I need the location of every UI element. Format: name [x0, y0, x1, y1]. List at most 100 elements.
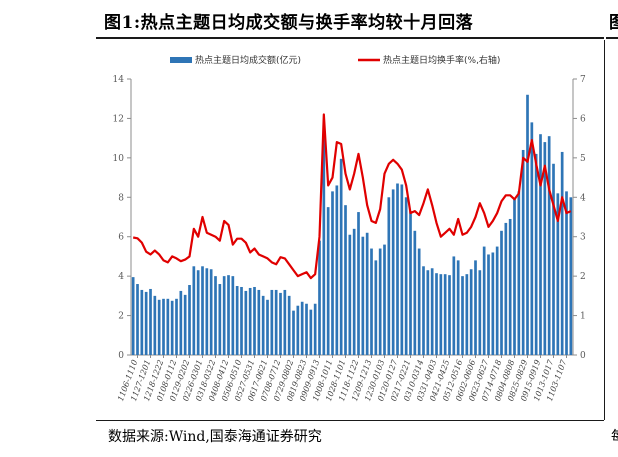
- turnover-bar: [248, 287, 252, 355]
- turnover-rate-line: [132, 113, 572, 280]
- turnover-chart: 热点主题日均成交额(亿元) 热点主题日均换手率(%,右轴) 0246810121…: [113, 54, 586, 402]
- turnover-bar: [296, 305, 300, 355]
- turnover-bar: [517, 191, 521, 355]
- turnover-bar: [214, 276, 217, 355]
- turnover-bar: [175, 298, 178, 355]
- turnover-bar: [279, 292, 282, 355]
- turnover-bar: [231, 276, 235, 355]
- right-tick-label: 0: [580, 351, 586, 361]
- legend-bar-label: 热点主题日均成交额(亿元): [195, 54, 301, 66]
- turnover-bar: [556, 193, 560, 355]
- turnover-bar: [534, 153, 538, 355]
- turnover-bar: [474, 260, 477, 355]
- turnover-bar: [383, 244, 386, 355]
- right-tick-label: 2: [580, 272, 586, 282]
- turnover-bar: [430, 268, 434, 355]
- turnover-bar: [469, 269, 473, 355]
- turnover-bar: [144, 291, 148, 355]
- turnover-bar: [357, 212, 360, 355]
- turnover-bar: [179, 290, 183, 355]
- turnover-bar: [326, 207, 330, 355]
- turnover-bar: [136, 284, 139, 355]
- turnover-bar: [170, 300, 174, 355]
- turnover-bar: [565, 191, 568, 355]
- turnover-bar: [504, 222, 508, 355]
- turnover-bar: [305, 303, 308, 355]
- turnover-bar: [274, 289, 278, 355]
- turnover-bar: [400, 184, 404, 355]
- figure-bottom-rule: [96, 420, 604, 421]
- turnover-bar: [292, 310, 295, 355]
- turnover-bar: [482, 246, 486, 355]
- turnover-bar: [188, 285, 191, 355]
- turnover-bar: [335, 185, 339, 355]
- turnover-bar: [513, 199, 516, 355]
- turnover-bar: [201, 266, 204, 355]
- turnover-bar: [491, 252, 495, 355]
- turnover-bar: [387, 197, 391, 355]
- turnover-bar: [426, 270, 430, 355]
- legend-bar-swatch: [170, 57, 192, 63]
- turnover-bar: [283, 289, 287, 355]
- turnover-bar: [300, 301, 304, 355]
- turnover-bar: [500, 230, 503, 355]
- column-divider: [604, 40, 605, 420]
- turnover-bar: [140, 289, 144, 355]
- left-tick-label: 4: [118, 272, 124, 282]
- turnover-bar: [435, 273, 438, 355]
- chart-legend: 热点主题日均成交额(亿元) 热点主题日均换手率(%,右轴): [170, 54, 500, 66]
- turnover-bar: [560, 151, 564, 355]
- turnover-bar: [322, 128, 326, 355]
- turnover-bar: [309, 309, 313, 355]
- turnover-bar: [270, 289, 274, 355]
- turnover-bar: [569, 197, 573, 355]
- left-tick-label: 12: [113, 114, 124, 124]
- next-source-fragment: 每: [611, 426, 618, 446]
- turnover-bar: [192, 266, 196, 355]
- turnover-bar: [552, 163, 555, 355]
- turnover-bar: [253, 286, 256, 355]
- turnover-bar: [149, 288, 152, 355]
- left-tick-label: 6: [118, 233, 124, 243]
- turnover-bar: [543, 142, 547, 355]
- turnover-bar: [218, 284, 222, 355]
- turnover-bar: [443, 274, 447, 355]
- left-tick-label: 2: [118, 312, 124, 322]
- turnover-bar: [348, 234, 352, 355]
- title-underline-next: [606, 37, 618, 39]
- turnover-bar: [318, 240, 321, 355]
- right-tick-label: 5: [580, 154, 586, 164]
- turnover-bar: [404, 197, 408, 355]
- turnover-bar: [235, 286, 239, 355]
- turnover-bar: [205, 268, 209, 355]
- figure-title: 图1:热点主题日均成交额与换手率均较十月回落: [104, 13, 474, 33]
- turnover-bar: [448, 275, 451, 355]
- turnover-bar: [530, 122, 534, 356]
- turnover-bar: [153, 295, 157, 355]
- plot-area: 02468101214012345671106-11101127-1201121…: [113, 75, 586, 402]
- turnover-bar: [391, 189, 395, 355]
- turnover-bar: [396, 183, 399, 355]
- turnover-bar: [157, 299, 161, 355]
- turnover-bar: [547, 136, 551, 355]
- turnover-bar: [487, 254, 490, 355]
- turnover-bar: [413, 230, 417, 355]
- turnover-bar: [183, 294, 187, 355]
- right-tick-label: 7: [580, 75, 586, 85]
- left-tick-label: 0: [118, 351, 124, 361]
- turnover-bar: [361, 236, 365, 355]
- turnover-bar: [266, 299, 269, 355]
- turnover-bar: [287, 295, 291, 355]
- turnover-bar: [409, 211, 412, 355]
- turnover-bar: [331, 191, 334, 355]
- turnover-bar: [261, 295, 265, 355]
- turnover-bar: [196, 270, 200, 355]
- turnover-bar: [370, 248, 373, 355]
- left-tick-label: 14: [113, 75, 125, 85]
- right-tick-label: 1: [580, 312, 586, 322]
- source-note: 数据来源:Wind,国泰海通证券研究: [108, 429, 322, 445]
- turnover-bar: [422, 266, 425, 355]
- turnover-bar: [478, 270, 482, 355]
- turnover-bar: [521, 149, 525, 355]
- turnover-bar: [313, 303, 317, 355]
